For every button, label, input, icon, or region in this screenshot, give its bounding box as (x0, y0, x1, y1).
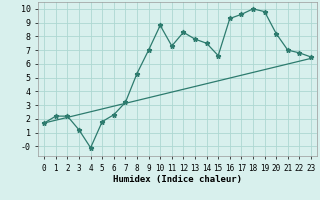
X-axis label: Humidex (Indice chaleur): Humidex (Indice chaleur) (113, 175, 242, 184)
